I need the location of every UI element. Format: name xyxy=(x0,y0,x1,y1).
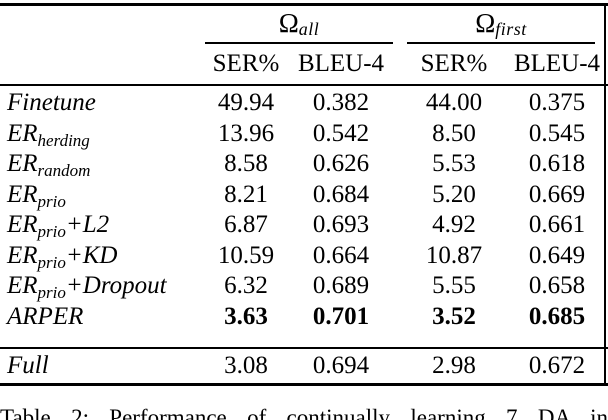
cell-value: 3.08 xyxy=(224,351,268,379)
page-column-separator-line xyxy=(604,3,606,385)
row-label: Finetune xyxy=(7,89,96,117)
header-ser-first: SER% xyxy=(420,50,488,77)
cell-value: 0.382 xyxy=(312,89,370,117)
row-label: ERprio+Dropout xyxy=(7,272,167,303)
cell-value: 8.50 xyxy=(432,119,476,147)
cell-value: 0.618 xyxy=(528,150,586,178)
row-label: ARPER xyxy=(7,302,84,330)
cell-value: 2.98 xyxy=(432,351,476,379)
table-row: ARPER 3.63 0.701 3.52 0.685 xyxy=(0,302,608,333)
cell-value: 0.693 xyxy=(312,211,370,239)
cell-value: 0.542 xyxy=(312,119,370,147)
cell-value: 5.55 xyxy=(432,272,476,300)
table-row: ERprio+L2 6.87 0.693 4.92 0.661 xyxy=(0,210,608,241)
table-row: ERprio 8.21 0.684 5.20 0.669 xyxy=(0,180,608,211)
cell-value: 0.658 xyxy=(528,272,586,300)
cell-value: 10.59 xyxy=(217,241,275,269)
table-top-rule xyxy=(0,3,608,6)
cell-value: 0.685 xyxy=(528,302,586,330)
omega-first-symbol: Ω xyxy=(475,7,496,38)
header-mid-rule xyxy=(0,84,608,86)
cell-value: 8.21 xyxy=(224,180,268,208)
cell-value: 0.375 xyxy=(528,89,586,117)
cell-value: 0.626 xyxy=(312,150,370,178)
table-body: Finetune 49.94 0.382 44.00 0.375 ERherding 13.… xyxy=(0,88,608,332)
cell-value: 8.58 xyxy=(224,150,268,178)
cell-value: 5.53 xyxy=(432,150,476,178)
table-row: ERprio+Dropout 6.32 0.689 5.55 0.658 xyxy=(0,271,608,302)
table-row: Finetune 49.94 0.382 44.00 0.375 xyxy=(0,88,608,119)
cell-value: 44.00 xyxy=(425,89,483,117)
cell-value: 0.545 xyxy=(528,119,586,147)
cmidrule-omega-all xyxy=(205,42,393,44)
header-bleu-all: BLEU-4 xyxy=(297,50,385,77)
table-row-full: Full 3.08 0.694 2.98 0.672 xyxy=(0,349,608,382)
pre-full-rule xyxy=(0,347,608,349)
cell-value: 6.32 xyxy=(224,272,268,300)
cell-value: 0.672 xyxy=(528,351,586,379)
row-label: ERherding xyxy=(7,119,90,150)
cell-value: 3.63 xyxy=(224,302,268,330)
table-row: ERprio+KD 10.59 0.664 10.87 0.649 xyxy=(0,241,608,272)
cell-value: 0.649 xyxy=(528,241,586,269)
cell-value: 5.20 xyxy=(432,180,476,208)
omega-all-symbol: Ω xyxy=(278,7,299,38)
row-label: ERrandom xyxy=(7,150,91,181)
cell-value: 0.694 xyxy=(312,351,370,379)
cell-value: 13.96 xyxy=(217,119,275,147)
cell-value: 6.87 xyxy=(224,211,268,239)
sub-header-row: SER% BLEU-4 SER% BLEU-4 xyxy=(0,44,608,84)
cell-value: 0.664 xyxy=(312,241,370,269)
header-ser-all: SER% xyxy=(212,50,280,77)
cell-value: 0.661 xyxy=(528,211,586,239)
cell-value: 0.701 xyxy=(312,302,370,330)
table-row: ERrandom 8.58 0.626 5.53 0.618 xyxy=(0,149,608,180)
row-label: ERprio+L2 xyxy=(7,211,110,242)
cell-value: 3.52 xyxy=(432,302,476,330)
header-bleu-first: BLEU-4 xyxy=(513,50,601,77)
table-caption: Table 2: Performance of continually lear… xyxy=(0,405,608,420)
cell-value: 0.669 xyxy=(528,180,586,208)
cell-value: 10.87 xyxy=(425,241,483,269)
cmidrule-omega-first xyxy=(407,42,595,44)
cell-value: 49.94 xyxy=(217,89,275,117)
omega-all-subscript: all xyxy=(298,18,320,39)
row-label: ERprio xyxy=(7,180,66,211)
row-label: ERprio+KD xyxy=(7,241,118,272)
table-row: ERherding 13.96 0.542 8.50 0.545 xyxy=(0,119,608,150)
cell-value: 4.92 xyxy=(432,211,476,239)
omega-first-subscript: first xyxy=(495,18,527,39)
row-label: Full xyxy=(7,351,49,379)
cell-value: 0.689 xyxy=(312,272,370,300)
table-bottom-rule xyxy=(0,383,608,386)
cell-value: 0.684 xyxy=(312,180,370,208)
